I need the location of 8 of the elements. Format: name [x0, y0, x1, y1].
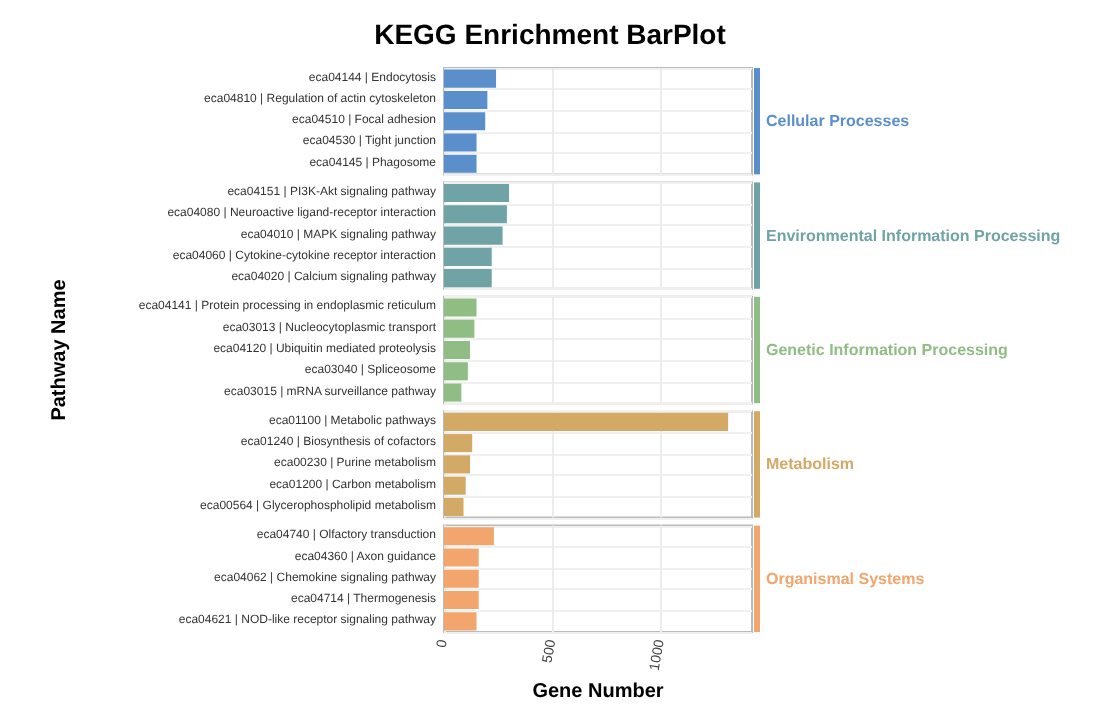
text: Organismal Systems: [766, 569, 926, 588]
x-axis-title: Gene Number: [532, 681, 664, 703]
text: Genetic Information Processing: [766, 341, 1009, 359]
text: Environmental Information Processing: [766, 226, 1061, 245]
text: Metabolism: [766, 455, 855, 474]
text: Cellular Processes: [766, 112, 911, 131]
y-axis-title: Pathway Name: [49, 278, 71, 421]
chart-title: KEGG Enrichment BarPlot: [374, 18, 727, 50]
